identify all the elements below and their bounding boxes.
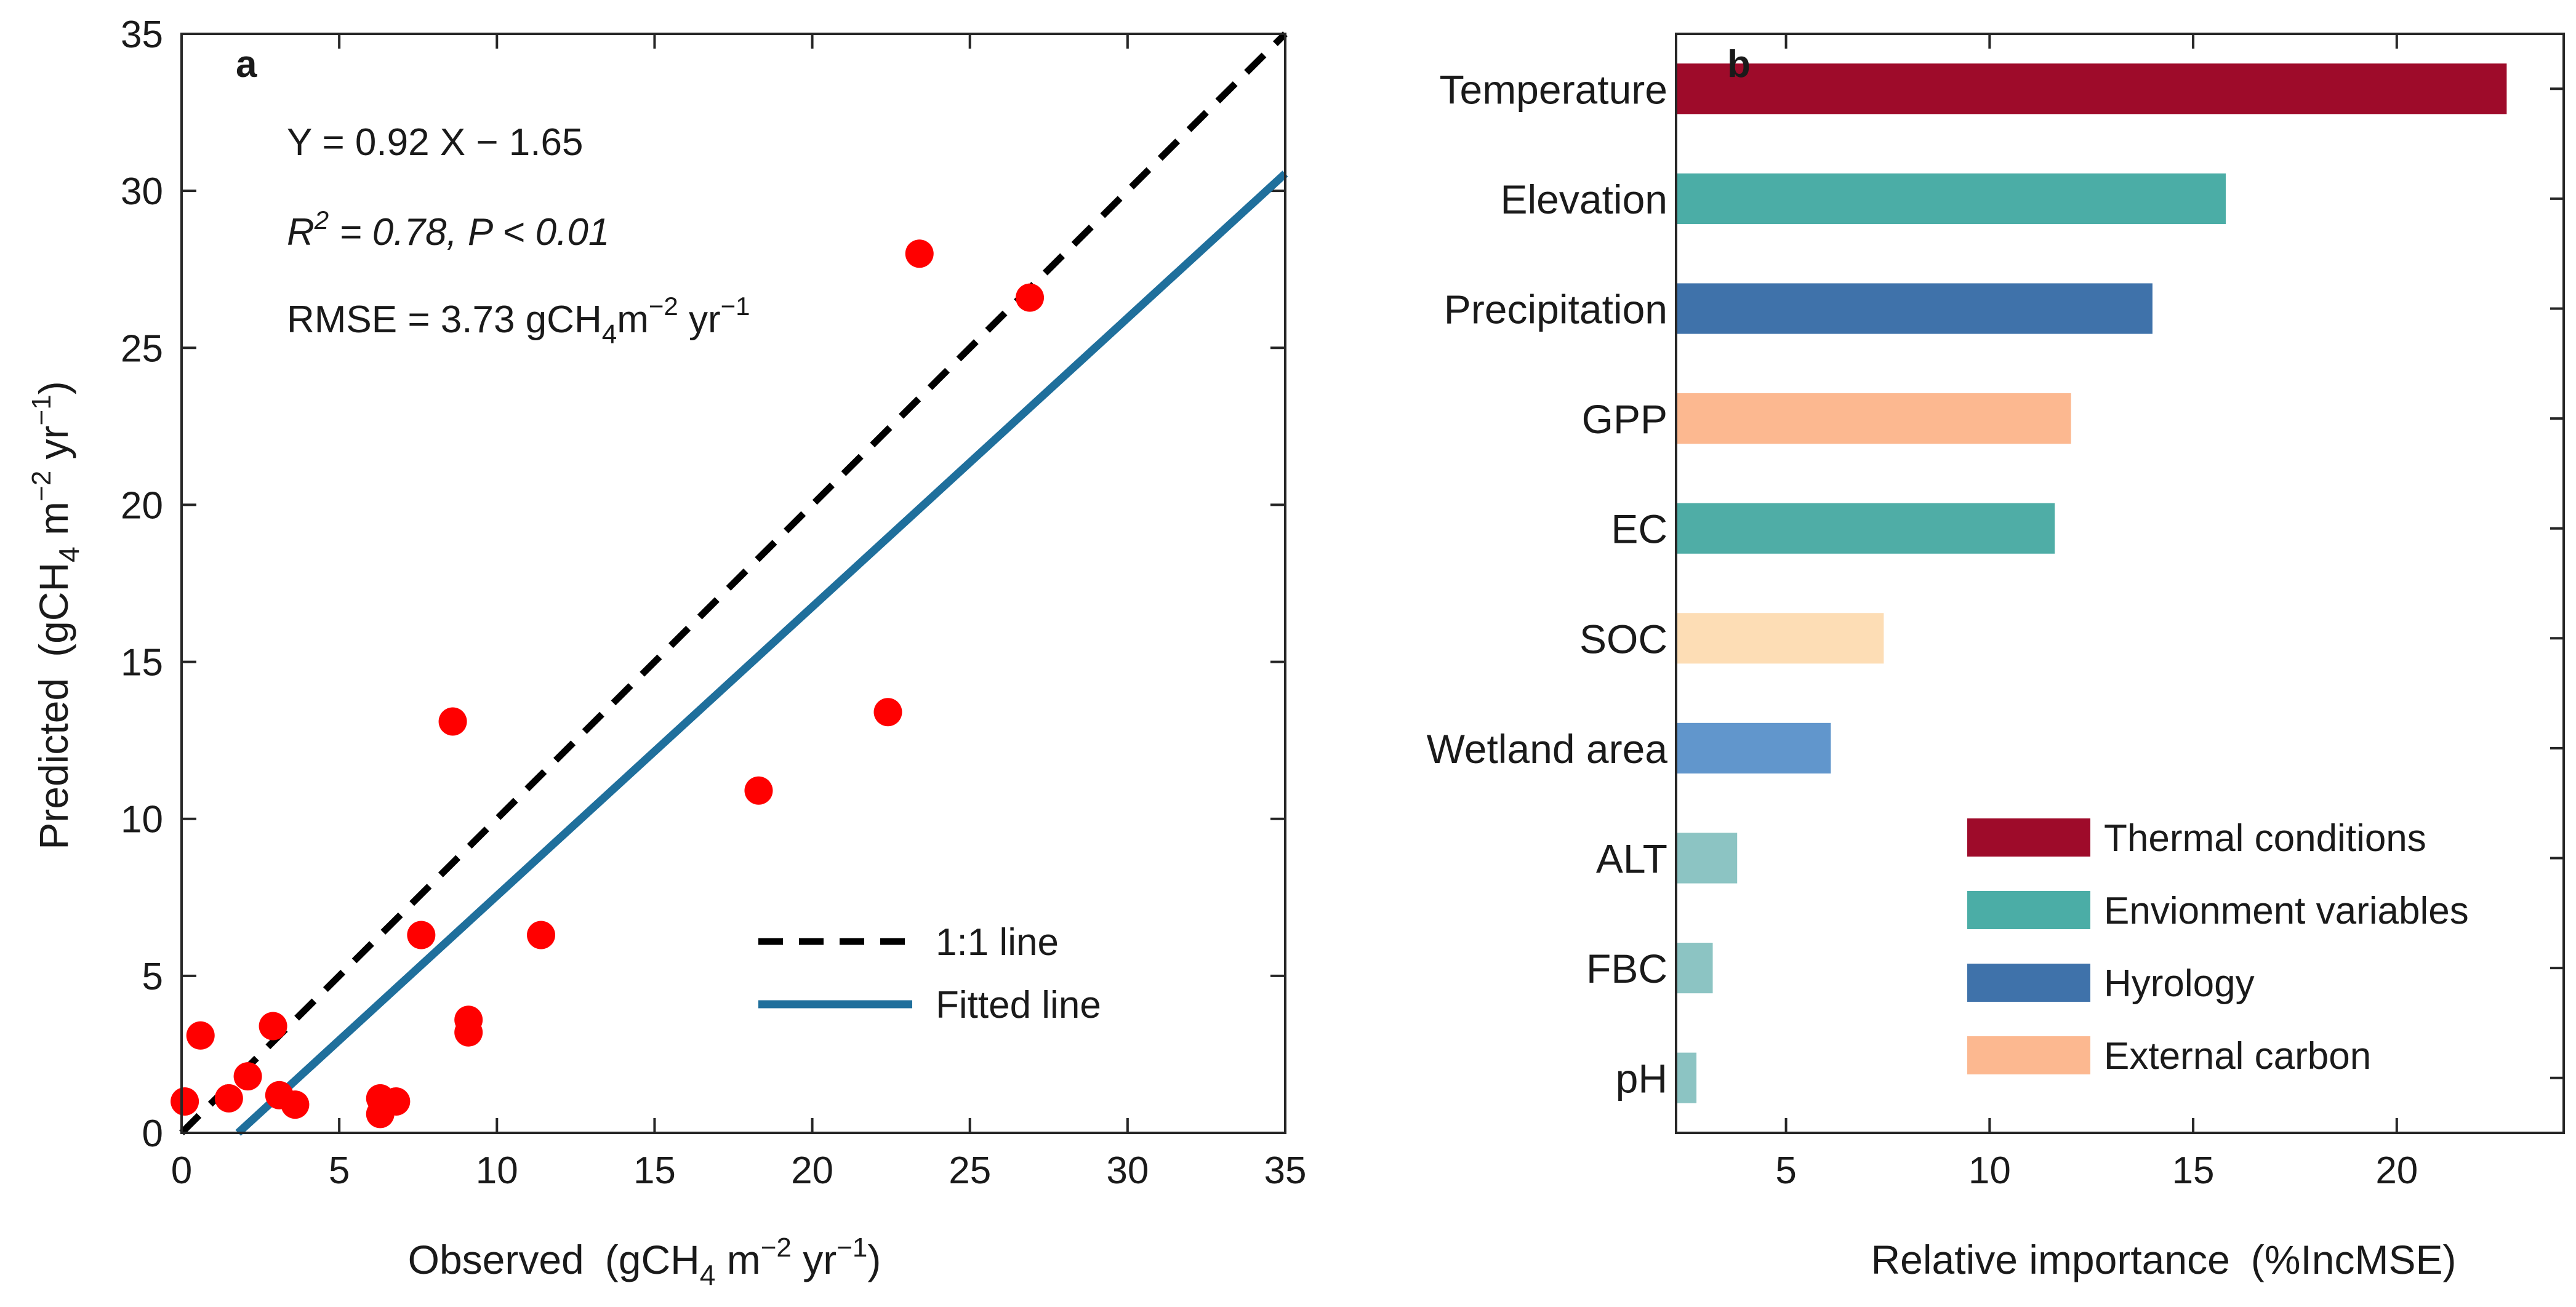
legend-label-fitted: Fitted line xyxy=(936,984,1101,1026)
legend-swatch xyxy=(1967,964,2090,1002)
data-point xyxy=(527,921,556,949)
category-label: SOC xyxy=(1579,616,1667,661)
x-tick-label: 15 xyxy=(633,1149,676,1192)
bar xyxy=(1676,503,2055,554)
panel-a-lines xyxy=(179,31,1288,1136)
data-point xyxy=(259,1012,287,1041)
panel-b-frame xyxy=(1675,33,2565,1134)
category-label: FBC xyxy=(1586,946,1667,991)
category-label: ALT xyxy=(1596,836,1667,882)
bar xyxy=(1676,63,2507,114)
category-label: GPP xyxy=(1582,396,1667,442)
x-tick-label: 5 xyxy=(329,1149,350,1192)
x-axis-label-a: Observed (gCH4 m−2 yr−1) xyxy=(408,1233,881,1291)
data-point xyxy=(454,1018,483,1047)
category-label: Precipitation xyxy=(1444,287,1667,332)
category-label: Wetland area xyxy=(1427,726,1668,772)
panel-b-bars xyxy=(1676,63,2564,1103)
bar-panel: 5 10 15 20 Temperature Elevation Precipitatio… xyxy=(1427,33,2565,1282)
x-tick-label: 0 xyxy=(171,1149,192,1192)
data-point xyxy=(873,698,902,727)
r-squared-annotation: R2 = 0.78, P < 0.01 xyxy=(287,206,609,254)
x-tick-label: 20 xyxy=(2375,1149,2418,1192)
data-point xyxy=(186,1021,215,1050)
scatter-panel: 0 5 10 15 20 25 30 35 0 5 10 15 20 25 30 35 a Y = 0.92 … xyxy=(26,14,1306,1291)
panel-b-legend: Thermal conditions Envionment variables Hy… xyxy=(1967,817,2469,1077)
rmse-annotation: RMSE = 3.73 gCH4m−2 yr−1 xyxy=(287,292,750,350)
legend-label: Envionment variables xyxy=(2104,890,2469,932)
bar xyxy=(1676,613,1884,664)
x-tick-label: 15 xyxy=(2172,1149,2215,1192)
legend-swatch xyxy=(1967,1036,2090,1074)
bar xyxy=(1676,393,2071,444)
y-tick-label: 25 xyxy=(121,327,163,370)
bar xyxy=(1676,173,2226,224)
x-tick-label: 5 xyxy=(1775,1149,1796,1192)
panel-a-points xyxy=(171,239,1045,1129)
data-point xyxy=(744,776,773,805)
legend-swatch xyxy=(1967,891,2090,929)
y-tick-label: 30 xyxy=(121,170,163,213)
regression-equation: Y = 0.92 X − 1.65 xyxy=(287,121,583,164)
x-tick-label: 20 xyxy=(791,1149,833,1192)
y-tick-label: 5 xyxy=(142,956,163,998)
x-tick-label: 35 xyxy=(1264,1149,1307,1192)
y-axis-label-a: Predicted(gCH4 m−2 yr−1) xyxy=(26,381,85,849)
panel-a-tick-labels: 0 5 10 15 20 25 30 35 0 5 10 15 20 25 30 35 xyxy=(121,14,1306,1192)
data-point xyxy=(438,707,467,736)
y-tick-label: 10 xyxy=(121,799,163,841)
x-tick-label: 10 xyxy=(476,1149,518,1192)
data-point xyxy=(171,1087,199,1116)
category-label: Temperature xyxy=(1439,66,1667,112)
y-tick-label: 20 xyxy=(121,484,163,527)
y-tick-label: 0 xyxy=(142,1113,163,1155)
panel-b-tick-labels: 5 10 15 20 xyxy=(1775,1149,2418,1192)
category-label: Elevation xyxy=(1500,177,1667,222)
panel-a-frame xyxy=(180,33,1286,1134)
bar xyxy=(1676,722,1831,773)
data-point xyxy=(281,1090,310,1119)
x-tick-label: 10 xyxy=(1968,1149,2011,1192)
category-label: EC xyxy=(1611,506,1667,552)
category-label: pH xyxy=(1616,1056,1667,1101)
y-tick-label: 15 xyxy=(121,642,163,684)
panel-label-a: a xyxy=(236,43,257,86)
one-to-one-line xyxy=(179,31,1288,1135)
bar xyxy=(1676,1052,1697,1103)
bar xyxy=(1676,283,2153,334)
data-point xyxy=(382,1087,411,1116)
fitted-line xyxy=(235,170,1288,1136)
data-point xyxy=(407,921,436,949)
data-point xyxy=(214,1084,243,1113)
panel-b-ticks xyxy=(1784,34,2398,1133)
legend-label: Hyrology xyxy=(2104,962,2255,1005)
legend-label: Thermal conditions xyxy=(2104,817,2426,860)
bar xyxy=(1676,943,1713,994)
x-tick-label: 30 xyxy=(1106,1149,1149,1192)
panel-label-b: b xyxy=(1727,43,1751,86)
data-point xyxy=(905,239,934,268)
panel-b-category-labels: Temperature Elevation Precipitation GPP EC SO… xyxy=(1427,66,1668,1101)
bar xyxy=(1676,833,1738,884)
y-tick-label: 35 xyxy=(121,14,163,56)
data-point xyxy=(1016,283,1045,312)
x-axis-label-b: Relative importance (%IncMSE) xyxy=(1871,1237,2457,1282)
legend-label-one-to-one: 1:1 line xyxy=(936,921,1059,964)
panel-a-legend: 1:1 line Fitted line xyxy=(758,921,1101,1026)
x-tick-label: 25 xyxy=(949,1149,991,1192)
legend-swatch xyxy=(1967,818,2090,857)
legend-label: External carbon xyxy=(2104,1035,2371,1077)
data-point xyxy=(233,1062,262,1091)
